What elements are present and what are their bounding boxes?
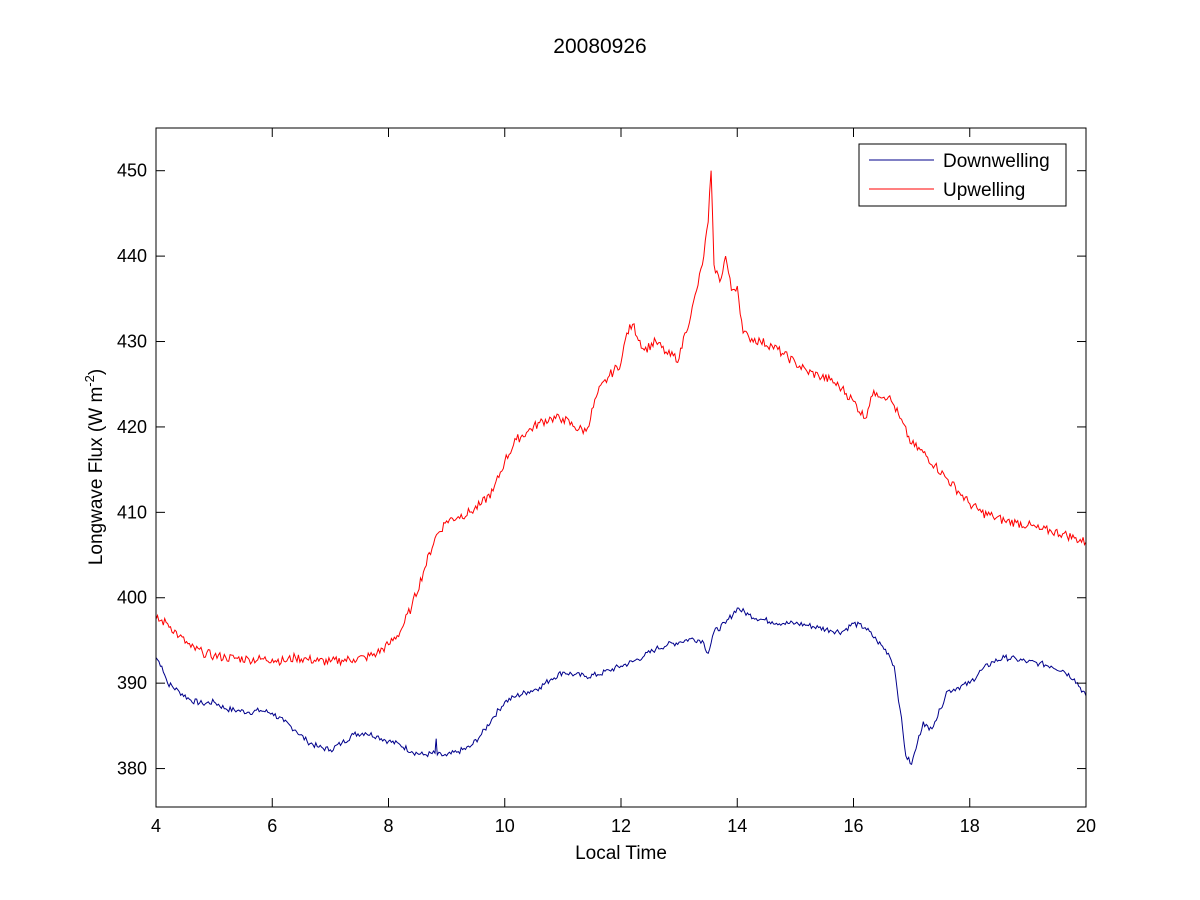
plot-area (156, 128, 1086, 807)
x-axis-title: Local Time (575, 843, 667, 864)
y-tick-label: 380 (117, 759, 147, 779)
x-tick-label: 10 (495, 816, 515, 836)
x-tick-label: 20 (1076, 816, 1096, 836)
y-axis-title-close: ) (86, 369, 107, 375)
series-line-upwelling (155, 170, 1087, 667)
x-tick-label: 12 (611, 816, 631, 836)
y-tick-label: 390 (117, 673, 147, 693)
y-tick-label: 440 (117, 246, 147, 266)
y-tick-label: 420 (117, 417, 147, 437)
chart-title: 20080926 (553, 35, 646, 58)
y-axis-title: Longwave Flux (W m-2) (82, 369, 107, 565)
y-tick-label: 410 (117, 502, 147, 522)
x-tick-label: 8 (383, 816, 393, 836)
x-tick-label: 16 (843, 816, 863, 836)
legend-box (858, 143, 1067, 207)
legend-label-upwelling: Upwelling (943, 180, 1025, 201)
x-tick-label: 6 (267, 816, 277, 836)
y-tick-label: 400 (117, 588, 147, 608)
x-tick-label: 18 (960, 816, 980, 836)
tick-layer: 4 6 8 10 12 14 16 18 20 380 390 400 410 420 430 440 450 (117, 128, 1096, 836)
x-tick-label: 4 (151, 816, 161, 836)
series-layer (155, 170, 1087, 765)
y-tick-label: 430 (117, 332, 147, 352)
x-tick-label: 14 (727, 816, 747, 836)
y-tick-label: 450 (117, 161, 147, 181)
legend: Downwelling Upwelling (858, 143, 1067, 207)
y-axis-title-exponent: -2 (82, 375, 97, 387)
legend-label-downwelling: Downwelling (943, 151, 1050, 172)
series-line-downwelling (155, 607, 1087, 765)
plot-frame (155, 127, 1087, 808)
y-axis-title-main: Longwave Flux (W m (86, 387, 107, 565)
